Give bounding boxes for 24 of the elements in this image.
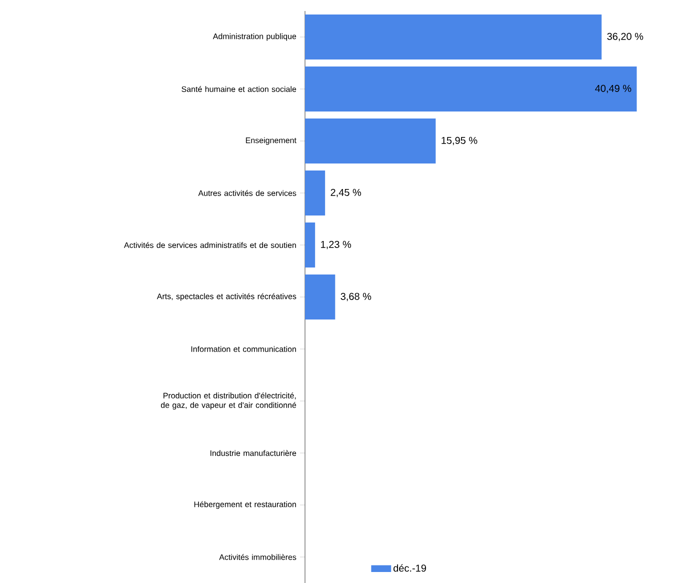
y-tick-label: Administration publique (212, 33, 296, 41)
bar (305, 274, 336, 320)
data-label: 1,23 % (321, 240, 352, 250)
y-tick-label: Arts, spectacles et activités récréatives (156, 293, 296, 301)
y-tick-label: Enseignement (246, 137, 296, 145)
y-tick-label: Activités de services administratifs et de soutien (124, 242, 296, 248)
data-label: 2,45 % (330, 188, 362, 198)
bar (305, 118, 436, 164)
data-label: 3,68 % (340, 292, 372, 302)
data-label: 15,95 % (442, 136, 478, 146)
bar (305, 14, 602, 60)
data-label: 36,20 % (607, 32, 644, 42)
y-tick-label: Activités immobilières (219, 554, 296, 560)
y-tick-label: Autres activités de services (198, 190, 296, 196)
y-tick-label: Hébergement et restauration (194, 501, 296, 509)
bar (305, 222, 316, 268)
bar (305, 66, 637, 112)
bar (305, 170, 326, 216)
y-tick-label: Information et communication (191, 346, 296, 352)
data-label: 40,49 % (595, 84, 632, 94)
legend-label: déc.-19 (394, 564, 426, 572)
y-tick-label: Santé humaine et action sociale (182, 86, 296, 92)
y-tick-label: Production et distribution d'électricité, de gaz, de vapeur et d'air conditionné (160, 392, 296, 410)
y-tick-label: Industrie manufacturière (210, 450, 296, 456)
